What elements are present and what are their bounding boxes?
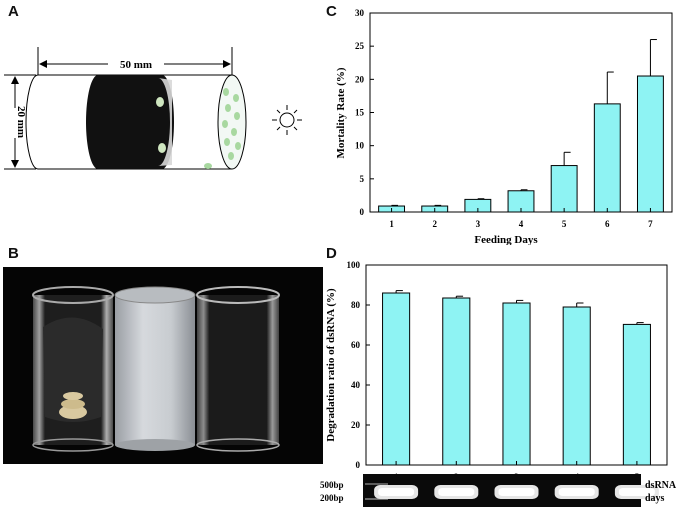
mortality-y-tick-label: 0 (360, 207, 365, 217)
diameter-label: 20 mm (15, 106, 27, 138)
gel-ladder-label-200bp: 200bp (320, 493, 344, 503)
insects (204, 88, 241, 169)
gel-band-core-3 (498, 488, 535, 496)
mortality-y-tick-label: 10 (355, 141, 365, 151)
tubes-photo (3, 267, 323, 464)
degradation-bar-1 (382, 292, 411, 466)
gel-right-label-dsrna: dsRNA (645, 480, 677, 491)
panel-label-c: C (326, 3, 337, 20)
cylinder-diagram: 50 mm 20 mm (4, 47, 302, 170)
mortality-plot-frame (369, 12, 673, 213)
mortality-y-tick-label: 20 (355, 74, 365, 84)
gel-right-label-days: days (645, 493, 665, 504)
panel-label-d: D (326, 245, 337, 262)
mortality-y-axis-label: Mortality Rate (%) (335, 67, 347, 158)
mortality-x-tick-label: 5 (562, 219, 567, 229)
degradation-y-tick-label: 60 (351, 340, 361, 350)
mortality-y-tick-label: 25 (355, 41, 365, 51)
mortality-chart: Mortality Rate (%) Feeding Days 05101520… (335, 8, 673, 245)
gel-band-core-5 (618, 488, 655, 496)
gel-band-core-1 (378, 488, 415, 496)
panel-label-b: B (8, 245, 19, 262)
mortality-x-tick-label: 6 (605, 219, 610, 229)
tube-3 (196, 286, 280, 452)
degradation-y-tick-label: 40 (351, 380, 361, 390)
mortality-x-tick-label: 1 (389, 219, 394, 229)
degradation-y-axis-label: Degradation ratio of dsRNA (%) (325, 288, 337, 442)
panel-label-a: A (8, 3, 19, 20)
mortality-x-tick-label: 7 (648, 219, 653, 229)
degradation-y-tick-label: 80 (351, 300, 361, 310)
mortality-y-tick-label: 5 (360, 174, 365, 184)
length-label: 50 mm (120, 59, 152, 71)
mortality-bar-6 (593, 103, 621, 213)
mortality-y-tick-label: 30 (355, 8, 365, 18)
mortality-x-tick-label: 4 (519, 219, 524, 229)
gel-ladder-label-500bp: 500bp (320, 480, 344, 490)
degradation-bar-5 (622, 323, 651, 466)
degradation-y-tick-label: 100 (347, 260, 361, 270)
degradation-y-tick-label: 20 (351, 420, 361, 430)
mortality-bar-7 (636, 75, 664, 213)
sun-icon (272, 105, 302, 135)
degradation-bar-3 (502, 302, 531, 466)
black-band (86, 75, 174, 169)
degradation-chart: Degradation ratio of dsRNA (%) 0 20 40 60 80… (325, 260, 668, 477)
tube-2 (114, 286, 196, 451)
gel-image: 500bp 200bp dsRNA days (320, 474, 677, 507)
mortality-x-axis-label: Feeding Days (474, 234, 538, 245)
tube-1 (32, 286, 114, 452)
mortality-x-tick-label: 2 (432, 219, 437, 229)
mortality-y-tick-label: 15 (355, 108, 365, 118)
gel-band-core-2 (438, 488, 475, 496)
degradation-bar-4 (562, 306, 591, 466)
gel-band-core-4 (558, 488, 595, 496)
mortality-bar-5 (550, 165, 578, 213)
mortality-x-tick-label: 3 (476, 219, 481, 229)
degradation-bar-2 (442, 297, 471, 466)
degradation-y-tick-label: 0 (356, 460, 361, 470)
